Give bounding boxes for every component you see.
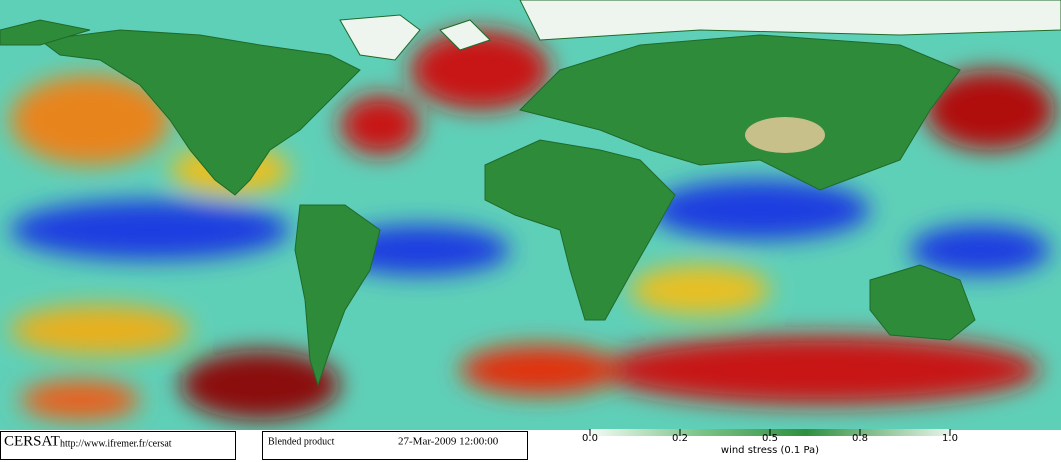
- product-box: [262, 431, 528, 460]
- product: Blended product: [268, 436, 335, 447]
- url: http://www.ifremer.fr/cersat: [60, 438, 172, 449]
- brand: CERSAT: [4, 433, 60, 449]
- colorbar-tick-label: 0.2: [672, 433, 688, 444]
- colorbar-label: wind stress (0.1 Pa): [721, 445, 819, 456]
- colorbar-tick-label: 0.5: [762, 433, 778, 444]
- credit-box: [0, 431, 236, 460]
- date: 27-Mar-2009 12:00:00: [398, 436, 499, 448]
- colorbar-tick-label: 1.0: [942, 433, 958, 444]
- land: [0, 0, 1061, 387]
- colorbar-tick-label: 0.8: [852, 433, 868, 444]
- colorbar-tick-label: 0.0: [582, 433, 598, 444]
